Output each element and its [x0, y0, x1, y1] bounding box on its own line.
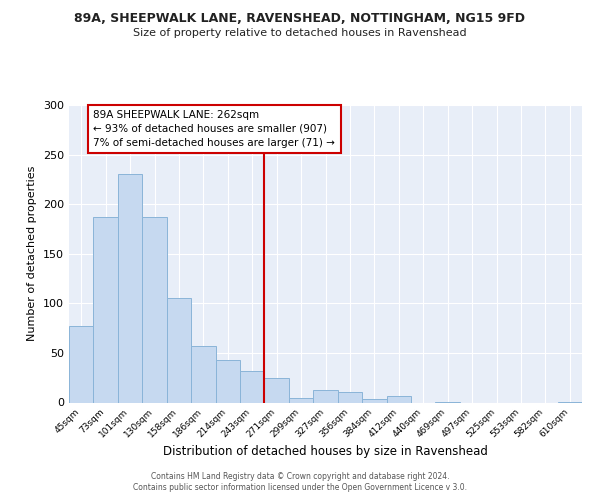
- Text: Contains HM Land Registry data © Crown copyright and database right 2024.
Contai: Contains HM Land Registry data © Crown c…: [133, 472, 467, 492]
- Text: Size of property relative to detached houses in Ravenshead: Size of property relative to detached ho…: [133, 28, 467, 38]
- Text: 89A, SHEEPWALK LANE, RAVENSHEAD, NOTTINGHAM, NG15 9FD: 89A, SHEEPWALK LANE, RAVENSHEAD, NOTTING…: [74, 12, 526, 26]
- Bar: [265, 378, 289, 402]
- Bar: [191, 346, 215, 403]
- Bar: [240, 371, 265, 402]
- Bar: [313, 390, 338, 402]
- Bar: [118, 174, 142, 402]
- Bar: [69, 326, 94, 402]
- Bar: [289, 398, 313, 402]
- Bar: [94, 217, 118, 402]
- Bar: [338, 392, 362, 402]
- Bar: [215, 360, 240, 403]
- Y-axis label: Number of detached properties: Number of detached properties: [28, 166, 37, 342]
- Bar: [386, 396, 411, 402]
- Bar: [167, 298, 191, 403]
- Text: 89A SHEEPWALK LANE: 262sqm
← 93% of detached houses are smaller (907)
7% of semi: 89A SHEEPWALK LANE: 262sqm ← 93% of deta…: [94, 110, 335, 148]
- Bar: [142, 217, 167, 402]
- Bar: [362, 398, 386, 402]
- X-axis label: Distribution of detached houses by size in Ravenshead: Distribution of detached houses by size …: [163, 445, 488, 458]
